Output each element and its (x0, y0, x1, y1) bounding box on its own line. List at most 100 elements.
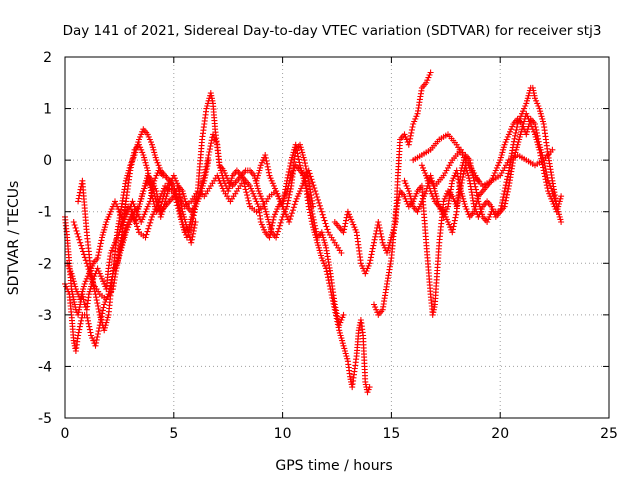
data-point (363, 268, 370, 274)
data-point (257, 162, 264, 169)
data-point (151, 149, 158, 156)
data-point (445, 219, 451, 225)
data-point (95, 252, 102, 259)
data-point (78, 242, 85, 249)
data-point (464, 208, 471, 215)
data-point (519, 126, 525, 133)
data-point (108, 247, 115, 254)
data-point (270, 216, 277, 223)
data-point (499, 196, 506, 203)
data-point (273, 234, 280, 241)
data-point (392, 208, 399, 215)
data-point (395, 196, 402, 203)
data-point (177, 210, 184, 217)
data-point (85, 317, 91, 324)
data-point (376, 224, 383, 231)
data-point (139, 128, 146, 135)
data-point (540, 167, 547, 174)
data-point (545, 188, 552, 195)
data-point (241, 183, 248, 190)
data-point (83, 260, 90, 267)
data-point (206, 149, 213, 155)
data-point (84, 263, 91, 270)
data-point (475, 177, 482, 184)
data-point (188, 239, 195, 246)
data-point (425, 74, 432, 81)
y-tick-label: -4 (38, 359, 52, 375)
data-point (523, 110, 530, 117)
data-point (153, 157, 160, 164)
data-point (129, 208, 136, 215)
data-point (407, 193, 414, 200)
data-point (276, 195, 283, 202)
data-point (503, 179, 510, 186)
data-point (159, 195, 166, 202)
data-point (511, 135, 518, 142)
data-point (87, 272, 94, 279)
data-point (318, 255, 325, 262)
data-point (518, 128, 525, 135)
data-point (534, 139, 541, 146)
data-point (550, 201, 557, 207)
data-point (333, 307, 340, 314)
data-point (80, 283, 87, 290)
data-point (116, 208, 123, 215)
data-point (199, 182, 206, 189)
data-point (98, 316, 105, 323)
data-point (300, 175, 307, 182)
data-point (96, 325, 103, 332)
data-point (257, 193, 264, 200)
data-point (86, 269, 93, 276)
data-point (369, 248, 376, 255)
data-point (426, 185, 433, 192)
data-point (499, 149, 506, 156)
data-point (339, 340, 346, 347)
data-point (332, 304, 339, 311)
data-point (81, 280, 88, 287)
data-point (540, 164, 547, 171)
data-point (127, 164, 134, 171)
data-point (378, 233, 385, 240)
data-point (149, 141, 155, 148)
data-point (289, 152, 296, 158)
data-point (224, 175, 231, 182)
data-point (522, 103, 529, 109)
data-point (322, 220, 329, 227)
data-point (325, 274, 331, 281)
data-point (521, 105, 528, 112)
data-point (286, 219, 293, 225)
data-point (190, 230, 197, 237)
data-point (303, 185, 310, 192)
data-point (102, 299, 109, 305)
data-point (288, 210, 295, 217)
data-point (106, 285, 113, 292)
data-point (150, 211, 157, 218)
data-point (307, 199, 313, 206)
data-point (458, 164, 465, 171)
data-point (99, 307, 106, 314)
data-point (318, 252, 324, 259)
data-point (339, 337, 346, 344)
data-point (343, 353, 350, 360)
data-point (336, 322, 343, 329)
data-point (188, 221, 195, 228)
data-point (468, 164, 475, 171)
data-point (402, 133, 409, 140)
data-point (527, 121, 534, 127)
data-point (70, 278, 77, 285)
data-point (472, 183, 479, 190)
data-point (319, 257, 326, 264)
data-point (191, 222, 198, 228)
data-point (176, 204, 183, 211)
data-point (273, 208, 280, 215)
data-point (208, 92, 215, 99)
data-point (266, 234, 273, 241)
data-point (153, 172, 160, 179)
data-point (368, 251, 375, 258)
data-point (80, 286, 87, 293)
data-point (461, 201, 468, 207)
data-point (214, 172, 221, 179)
data-point (95, 306, 102, 312)
data-point (341, 223, 348, 230)
data-point (533, 97, 540, 104)
